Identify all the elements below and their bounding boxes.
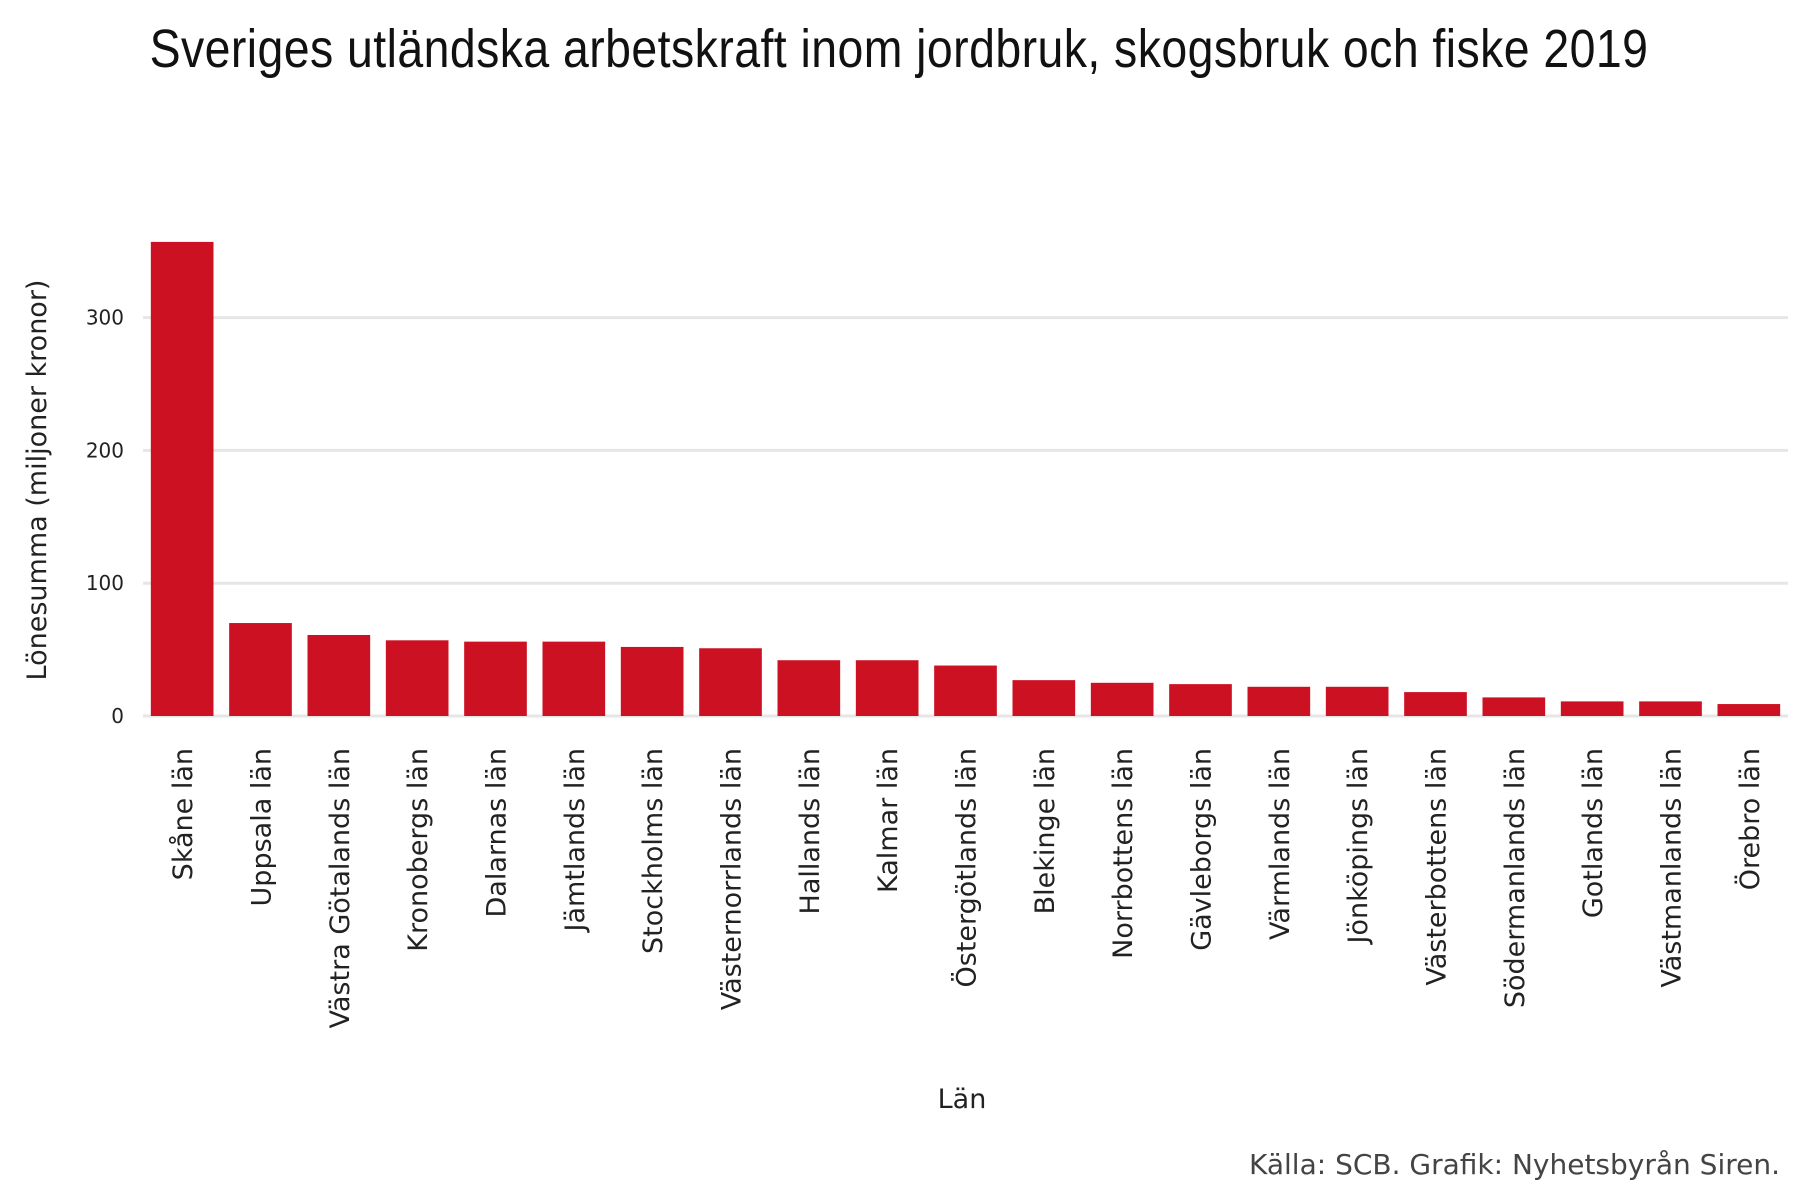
bar bbox=[934, 665, 997, 716]
x-tick-label: Östergötlands län bbox=[951, 748, 983, 988]
x-tick-label: Värmlands län bbox=[1265, 748, 1296, 940]
bar bbox=[464, 641, 527, 716]
y-axis-title: Lönesumma (miljoner kronor) bbox=[22, 280, 53, 681]
x-axis-title: Län bbox=[938, 1084, 987, 1115]
bar bbox=[1012, 680, 1076, 716]
x-tick-label: Västra Götalands län bbox=[325, 748, 356, 1028]
bar bbox=[855, 660, 919, 716]
bar bbox=[1482, 697, 1546, 716]
chart-title: Sveriges utländska arbetskraft inom jord… bbox=[149, 19, 1649, 79]
bar bbox=[620, 646, 684, 716]
x-tick-label: Kronobergs län bbox=[403, 748, 434, 952]
y-tick-label: 0 bbox=[111, 704, 124, 728]
x-tick-label: Västerbottens län bbox=[1422, 748, 1453, 986]
x-tick-label: Hallands län bbox=[795, 748, 826, 914]
source-note: Källa: SCB. Grafik: Nyhetsbyrån Siren. bbox=[1248, 1148, 1780, 1181]
x-tick-label: Norrbottens län bbox=[1108, 748, 1139, 959]
x-tick-label: Örebro län bbox=[1734, 748, 1766, 890]
x-tick-label: Jämtlands län bbox=[560, 748, 591, 934]
y-axis-ticks: 0 100 200 300 bbox=[86, 306, 124, 728]
y-tick-label: 300 bbox=[86, 306, 124, 330]
x-tick-label: Kalmar län bbox=[873, 748, 904, 893]
bar bbox=[1404, 692, 1467, 716]
bar bbox=[1169, 684, 1232, 716]
x-tick-label: Gotlands län bbox=[1578, 748, 1609, 918]
x-tick-label: Gävleborgs län bbox=[1187, 748, 1218, 951]
bar bbox=[1639, 701, 1702, 716]
x-tick-label: Stockholms län bbox=[638, 748, 669, 954]
x-tick-label: Jönköpings län bbox=[1343, 748, 1374, 946]
x-tick-label: Blekinge län bbox=[1030, 748, 1061, 914]
bar bbox=[385, 640, 449, 716]
bar bbox=[1560, 701, 1624, 716]
y-tick-label: 100 bbox=[86, 571, 124, 595]
x-tick-label: Skåne län bbox=[168, 748, 199, 880]
bar bbox=[777, 660, 841, 716]
bar bbox=[1090, 682, 1154, 716]
x-tick-label: Södermanlands län bbox=[1500, 748, 1531, 1008]
x-tick-label: Uppsala län bbox=[247, 748, 278, 906]
bar bbox=[542, 641, 606, 716]
bar bbox=[1247, 686, 1311, 716]
x-tick-label: Västernorrlands län bbox=[717, 748, 748, 1010]
bar bbox=[1717, 704, 1781, 716]
bar bbox=[229, 623, 292, 716]
x-axis-labels: Skåne län Uppsala län Västra Götalands län… bbox=[168, 748, 1766, 1028]
bar bbox=[307, 634, 371, 716]
x-tick-label: Dalarnas län bbox=[482, 748, 513, 917]
bar bbox=[1325, 686, 1389, 716]
bar bbox=[150, 241, 214, 717]
y-tick-label: 200 bbox=[86, 438, 124, 462]
bar bbox=[699, 648, 762, 716]
x-tick-label: Västmanlands län bbox=[1657, 748, 1688, 988]
bars bbox=[150, 241, 1781, 717]
